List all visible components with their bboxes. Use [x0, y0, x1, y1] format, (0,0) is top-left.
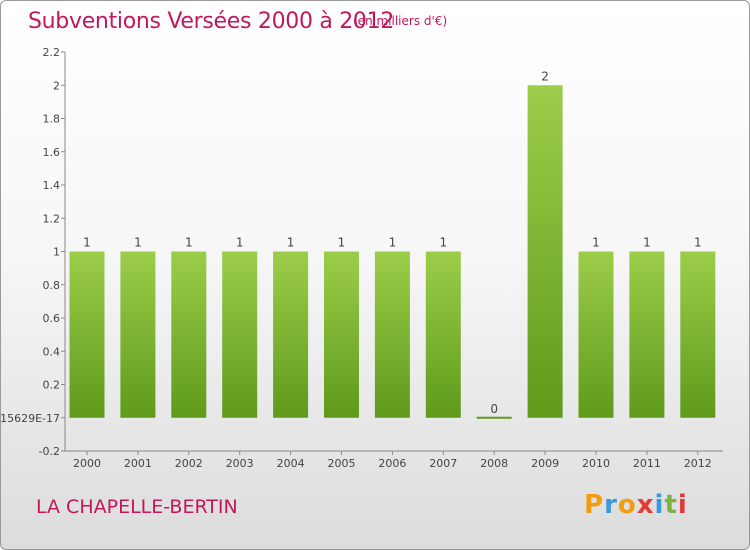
y-tick-label: 1.2 — [43, 212, 61, 225]
axes: -0.2 -1.15629E-17 0.2 0.4 0.6 0.8 1 1.2 1.4 1.6 1.… — [1, 46, 723, 470]
logo-letter: o — [617, 490, 637, 520]
x-tick-label: 2000 — [73, 457, 101, 470]
data-label-2002: 1 — [185, 236, 193, 250]
bar-2008 — [476, 416, 512, 419]
data-label-2006: 1 — [389, 236, 397, 250]
data-label-2005: 1 — [338, 236, 346, 250]
logo-letter: r — [604, 490, 618, 520]
x-tick-label: 2006 — [378, 457, 406, 470]
y-tick-label: 0.8 — [43, 279, 61, 292]
y-tick-label: 1.6 — [43, 146, 61, 159]
y-tick-label: 1.4 — [43, 179, 61, 192]
y-tick-label: 2.2 — [43, 46, 61, 59]
data-labels: 1 1 1 1 1 1 1 1 0 2 1 1 1 — [83, 69, 701, 416]
x-tick-label: 2004 — [277, 457, 305, 470]
x-tick-label: 2011 — [633, 457, 661, 470]
data-label-2011: 1 — [643, 236, 651, 250]
data-label-2003: 1 — [236, 236, 244, 250]
y-tick-label: 1.8 — [43, 113, 61, 126]
bar-2002 — [171, 251, 207, 418]
data-label-2000: 1 — [83, 236, 91, 250]
y-tick-label: -0.2 — [39, 445, 60, 458]
bar-2006 — [374, 251, 410, 418]
bar-2000 — [69, 251, 105, 418]
y-tick-label: 0.4 — [43, 345, 61, 358]
x-tick-label: 2002 — [175, 457, 203, 470]
y-tick-label: 1 — [53, 246, 60, 259]
commune-name: LA CHAPELLE-BERTIN — [36, 496, 238, 518]
bar-2001 — [120, 251, 156, 418]
data-label-2001: 1 — [134, 236, 142, 250]
bar-2012 — [680, 251, 716, 418]
data-label-2007: 1 — [439, 236, 447, 250]
bar-2003 — [222, 251, 258, 418]
bar-2010 — [578, 251, 614, 418]
logo-letter: i — [677, 490, 688, 520]
bar-2007 — [425, 251, 461, 418]
x-tick-label: 2008 — [480, 457, 508, 470]
x-tick-label: 2003 — [226, 457, 254, 470]
x-tick-label: 2001 — [124, 457, 152, 470]
x-tick-label: 2010 — [582, 457, 610, 470]
data-label-2010: 1 — [592, 236, 600, 250]
logo-letter: i — [654, 490, 665, 520]
unit-note: (en milliers d'€) — [353, 14, 448, 28]
chart-title: Subventions Versées 2000 à 2012 — [28, 9, 395, 34]
data-label-2004: 1 — [287, 236, 295, 250]
x-tick-label: 2007 — [429, 457, 457, 470]
data-label-2008: 0 — [490, 402, 498, 416]
x-tick-label: 2012 — [684, 457, 712, 470]
y-tick-label: 2 — [53, 79, 60, 92]
data-label-2012: 1 — [694, 236, 702, 250]
y-tick-label: 0.6 — [43, 312, 61, 325]
logo-letter: P — [584, 490, 605, 520]
bars — [69, 85, 716, 419]
logo-letter: t — [664, 490, 678, 520]
bar-2011 — [629, 251, 665, 418]
x-tick-label: 2005 — [328, 457, 356, 470]
proxiti-logo: Proxiti — [584, 490, 688, 520]
data-label-2009: 2 — [541, 69, 549, 83]
bar-2004 — [273, 251, 309, 418]
bar-2005 — [324, 251, 359, 418]
y-tick-label: -1.15629E-17 — [1, 412, 60, 425]
y-tick-label: 0.2 — [43, 379, 61, 392]
x-tick-label: 2009 — [531, 457, 559, 470]
bar-2009 — [527, 85, 563, 418]
logo-letter: x — [636, 490, 655, 520]
